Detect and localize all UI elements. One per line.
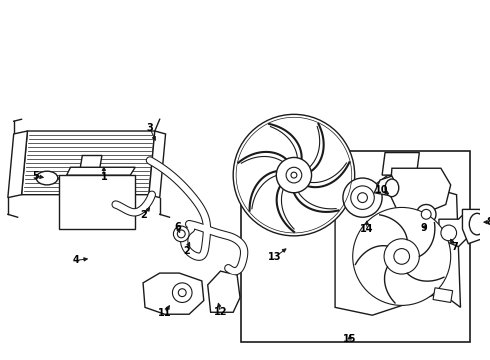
Circle shape <box>343 178 382 217</box>
Text: 1: 1 <box>100 172 107 182</box>
Text: 6: 6 <box>174 222 181 232</box>
Text: 13: 13 <box>268 252 281 262</box>
Polygon shape <box>382 153 419 175</box>
Polygon shape <box>433 288 453 302</box>
Polygon shape <box>67 167 135 175</box>
Text: 9: 9 <box>421 223 428 233</box>
Circle shape <box>276 157 312 193</box>
Circle shape <box>353 207 451 305</box>
Circle shape <box>291 172 297 178</box>
Polygon shape <box>143 273 204 314</box>
Text: 2: 2 <box>183 246 190 256</box>
Text: 8: 8 <box>487 217 490 227</box>
Polygon shape <box>374 176 397 196</box>
Polygon shape <box>149 131 166 198</box>
Text: 12: 12 <box>214 307 227 317</box>
Circle shape <box>394 249 410 264</box>
Polygon shape <box>59 175 135 229</box>
Text: 5: 5 <box>32 171 39 181</box>
Polygon shape <box>22 131 155 195</box>
Text: 4: 4 <box>73 255 80 265</box>
Ellipse shape <box>385 179 399 197</box>
Circle shape <box>178 289 186 297</box>
Text: 14: 14 <box>360 224 373 234</box>
Polygon shape <box>80 156 102 167</box>
Polygon shape <box>390 168 451 211</box>
Circle shape <box>416 204 436 224</box>
Polygon shape <box>208 271 240 312</box>
Circle shape <box>384 239 419 274</box>
Polygon shape <box>8 131 27 198</box>
Circle shape <box>441 225 457 241</box>
Circle shape <box>233 114 355 236</box>
Ellipse shape <box>36 171 58 185</box>
Circle shape <box>358 193 368 203</box>
Text: 3: 3 <box>147 123 153 133</box>
Ellipse shape <box>469 213 485 235</box>
Bar <box>241 150 470 342</box>
Circle shape <box>421 210 431 219</box>
Circle shape <box>172 283 192 302</box>
Polygon shape <box>335 175 461 315</box>
Text: 10: 10 <box>375 185 389 195</box>
Text: 2: 2 <box>141 210 147 220</box>
Circle shape <box>351 186 374 210</box>
Circle shape <box>177 230 185 238</box>
Polygon shape <box>439 210 468 247</box>
Polygon shape <box>463 210 485 244</box>
Circle shape <box>173 226 189 242</box>
Text: 7: 7 <box>451 242 458 252</box>
Text: 11: 11 <box>158 308 172 318</box>
Circle shape <box>286 167 302 183</box>
Text: 15: 15 <box>343 334 357 344</box>
